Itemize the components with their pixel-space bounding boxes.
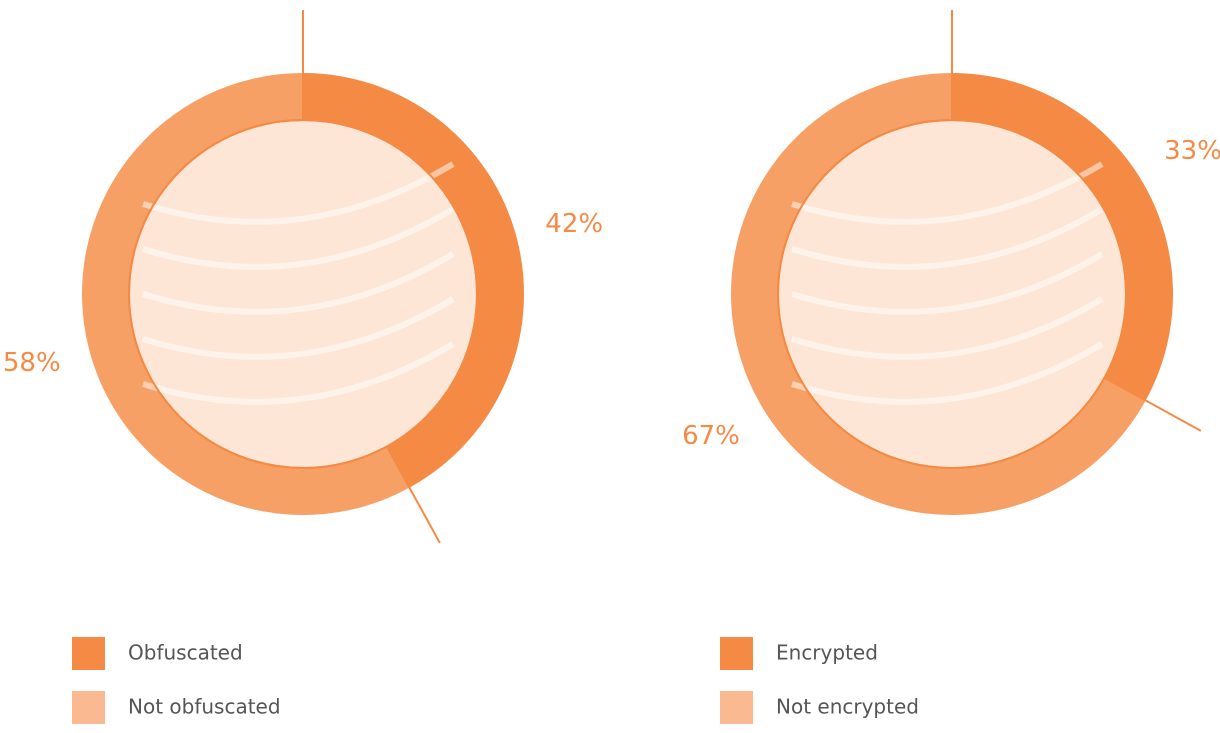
texture	[791, 296, 1104, 360]
texture	[791, 251, 1104, 315]
legend-swatch	[720, 691, 753, 724]
legend-swatch	[720, 637, 753, 670]
texture	[142, 341, 455, 405]
legend-swatch	[72, 691, 105, 724]
texture	[791, 341, 1104, 405]
leader-line	[1103, 376, 1202, 432]
legend-label: Encrypted	[776, 641, 878, 665]
donut-slice	[82, 73, 410, 515]
donut-center	[777, 119, 1127, 469]
texture	[142, 161, 455, 225]
legend-label: Not encrypted	[776, 695, 919, 719]
texture	[791, 206, 1104, 270]
donut-slice	[952, 73, 1173, 401]
texture	[142, 296, 455, 360]
value-label: 33%	[1164, 136, 1220, 166]
value-label: 67%	[682, 421, 740, 451]
value-label: 42%	[545, 209, 603, 239]
legend-label: Not obfuscated	[128, 695, 281, 719]
leader-line	[385, 445, 441, 544]
donut-center	[128, 119, 478, 469]
legend-label: Obfuscated	[128, 641, 243, 665]
texture	[142, 251, 455, 315]
value-label: 58%	[3, 348, 61, 378]
donut-slice	[303, 73, 525, 488]
legend-swatch	[72, 637, 105, 670]
texture	[142, 206, 455, 270]
texture	[791, 161, 1104, 225]
